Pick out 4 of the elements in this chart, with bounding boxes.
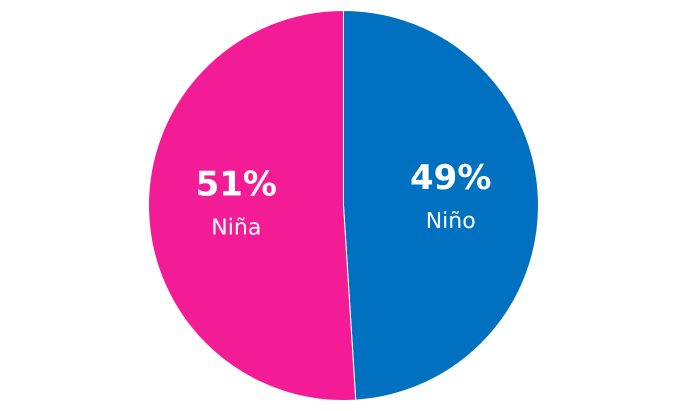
slice-label: Niña: [211, 216, 262, 241]
slice-label: Niño: [426, 208, 476, 234]
data-label: 51%: [196, 164, 277, 205]
data-label: 49%: [410, 158, 492, 198]
